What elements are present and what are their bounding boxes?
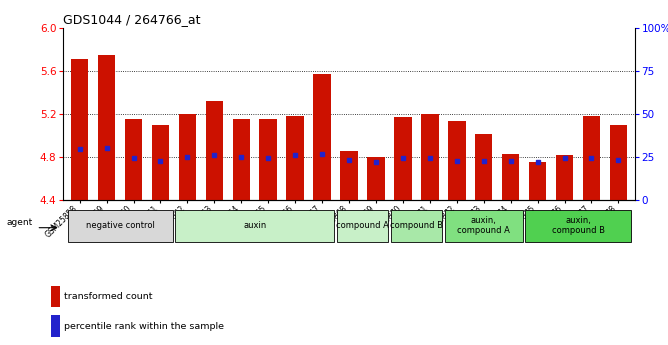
Bar — [152, 125, 169, 200]
Text: percentile rank within the sample: percentile rank within the sample — [63, 322, 224, 331]
Bar — [206, 101, 223, 200]
Text: auxin,
compound A: auxin, compound A — [458, 216, 510, 235]
Bar — [287, 116, 304, 200]
Bar — [98, 55, 116, 200]
Bar — [475, 134, 492, 200]
Text: auxin: auxin — [243, 221, 267, 230]
Bar — [394, 117, 411, 200]
Text: negative control: negative control — [86, 221, 154, 230]
Bar — [175, 210, 334, 241]
Bar — [526, 210, 631, 241]
Bar — [259, 119, 277, 200]
Text: GDS1044 / 264766_at: GDS1044 / 264766_at — [63, 13, 201, 27]
Bar — [502, 154, 520, 200]
Bar — [232, 119, 250, 200]
Bar — [391, 210, 442, 241]
Bar — [340, 150, 358, 200]
Bar — [367, 157, 385, 200]
Text: transformed count: transformed count — [63, 292, 152, 301]
Bar — [556, 155, 573, 200]
Text: agent: agent — [7, 218, 33, 227]
Bar — [421, 114, 439, 200]
Text: compound B: compound B — [390, 221, 443, 230]
Bar — [51, 286, 59, 307]
Bar — [67, 210, 172, 241]
Bar — [125, 119, 142, 200]
Bar — [178, 114, 196, 200]
Text: compound A: compound A — [336, 221, 389, 230]
Bar — [313, 74, 331, 200]
Bar — [445, 210, 523, 241]
Bar — [448, 121, 466, 200]
Bar — [51, 315, 59, 337]
Bar — [337, 210, 388, 241]
Bar — [529, 162, 546, 200]
Bar — [610, 125, 627, 200]
Bar — [582, 116, 601, 200]
Text: auxin,
compound B: auxin, compound B — [552, 216, 605, 235]
Bar — [71, 59, 88, 200]
